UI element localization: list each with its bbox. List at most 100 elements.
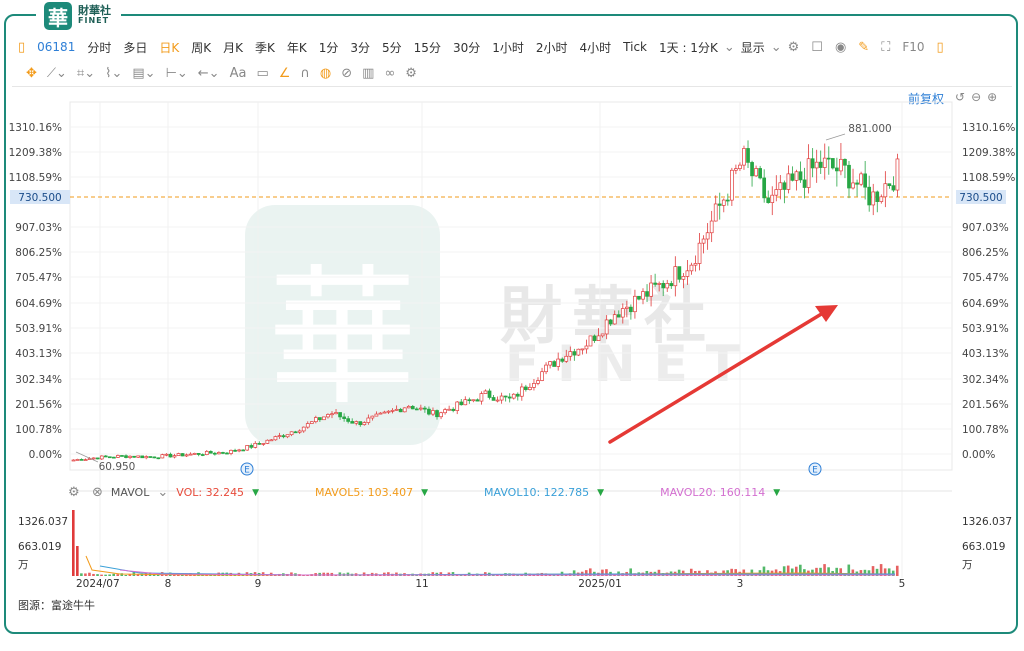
chevron-down-icon[interactable]: ⌄ [723, 39, 735, 55]
period-tab[interactable]: 3分 [350, 40, 371, 55]
candle-body [822, 157, 827, 168]
mavol20-value: MAVOL20: 160.114 [660, 486, 766, 499]
candle-body [774, 189, 779, 196]
gear-icon[interactable]: ⚙ [405, 65, 417, 81]
candle-body [152, 456, 157, 459]
f10-button[interactable]: F10 [902, 40, 925, 54]
period-tab[interactable]: 分时 [87, 40, 112, 55]
fullscreen-icon[interactable]: ⛶ [881, 39, 891, 55]
wave-icon[interactable]: ⌇⌄ [105, 65, 123, 81]
candle-body [289, 431, 294, 436]
hide-icon[interactable]: ⊘ [341, 65, 353, 81]
candle-body [754, 168, 758, 177]
price-tick-label-right: 100.78% [962, 424, 1009, 436]
panel-toggle-icon[interactable]: ▯ [936, 39, 944, 55]
candle-body [455, 401, 460, 411]
link-icon[interactable]: ∞ [384, 65, 396, 81]
candle-body [285, 434, 290, 438]
candle-body [184, 454, 189, 457]
gear-icon[interactable]: ⚙ [68, 485, 80, 500]
trend-line-icon[interactable]: ⟋⌄ [46, 65, 67, 81]
lock-icon[interactable]: ◍ [319, 65, 332, 81]
stock-code[interactable]: 06181 [37, 40, 76, 54]
period-tab[interactable]: 5分 [382, 40, 402, 55]
candle-body [225, 452, 229, 455]
indicator-name[interactable]: MAVOL [110, 486, 150, 499]
candle-body [592, 335, 597, 341]
candle-body [544, 364, 548, 373]
volume-bar [172, 574, 176, 576]
candle-body [645, 291, 649, 297]
candle-body [677, 266, 682, 280]
candle-body [443, 409, 447, 414]
pencil-icon[interactable]: ✎ [858, 39, 870, 55]
volume-bar [92, 573, 95, 576]
close-icon[interactable]: ⊗ [92, 485, 103, 500]
candle-body [600, 333, 605, 337]
chevron-down-icon[interactable]: ⌄ [770, 39, 782, 55]
magnet-icon[interactable]: ∩ [300, 65, 310, 81]
time-tick-label: 3 [737, 578, 744, 590]
gear-icon[interactable]: ⚙ [787, 39, 800, 55]
crosshair-move-icon[interactable]: ✥ [26, 65, 37, 81]
candle-body [612, 314, 617, 325]
zoom-in-icon[interactable]: ⊕ [987, 90, 998, 104]
angle-icon[interactable]: ∠ [278, 65, 291, 81]
candle-body [649, 282, 653, 297]
candle-body [806, 158, 811, 188]
price-tick-label-left: 503.91% [15, 323, 62, 335]
arrow-icon[interactable]: ←⌄ [197, 65, 220, 81]
period-tab[interactable]: 多日 [123, 40, 148, 55]
period-tab[interactable]: Tick [623, 40, 647, 54]
camera-icon[interactable]: ◉ [834, 39, 847, 55]
period-tab[interactable]: 年K [286, 40, 307, 55]
trash-icon[interactable]: ▥ [362, 65, 375, 81]
price-chart[interactable]: 1310.16% 1310.16% 1209.38% 1209.38% 1108.59%… [0, 100, 1024, 600]
candle-body [221, 452, 225, 454]
volume-bar [799, 564, 802, 576]
layout-square-icon[interactable]: ☐ [811, 39, 823, 55]
period-tab-active[interactable]: 日K [159, 40, 180, 55]
candle-body [318, 417, 322, 421]
volume-bar [742, 569, 746, 576]
period-tab[interactable]: 周K [191, 40, 212, 55]
period-tab[interactable]: 季K [255, 40, 275, 55]
text-icon[interactable]: Aa [229, 65, 247, 81]
candle-body [596, 335, 601, 341]
period-tab[interactable]: 月K [223, 40, 243, 55]
period-tab[interactable]: 1分 [318, 40, 339, 55]
period-tab[interactable]: 1小时 [492, 40, 524, 55]
candle-body [459, 401, 464, 406]
price-tick-label-left: 0.00% [29, 449, 62, 461]
combo-period-select[interactable]: 1天 : 1分K [659, 40, 718, 55]
fib-icon[interactable]: ▤⌄ [132, 65, 156, 81]
candle-body [624, 306, 629, 309]
reset-icon[interactable]: ↺ [955, 90, 966, 104]
volume-bar [782, 566, 786, 576]
period-tab[interactable]: 30分 [452, 40, 481, 55]
measure-icon[interactable]: ⊢⌄ [165, 65, 188, 81]
chevron-down-icon[interactable]: ⌄ [157, 485, 169, 500]
event-marker-icon [808, 462, 822, 476]
candle-body [402, 407, 407, 413]
candle-body [75, 459, 80, 461]
volume-bar [790, 568, 794, 576]
candle-body [83, 459, 88, 461]
period-tab[interactable]: 4小时 [579, 40, 612, 55]
candle-body [281, 435, 286, 438]
candle-body [309, 421, 314, 424]
channel-icon[interactable]: ⌗⌄ [76, 65, 96, 81]
comment-icon[interactable]: ▭ [256, 65, 269, 81]
volume-tick-label-left: 663.019 [18, 541, 61, 553]
zoom-out-icon[interactable]: ⊖ [971, 90, 982, 104]
candle-body [229, 449, 233, 454]
period-tab[interactable]: 2小时 [535, 40, 568, 55]
candle-body [608, 319, 613, 325]
display-menu[interactable]: 显示 [740, 40, 765, 55]
candle-body [354, 421, 359, 424]
sidebar-toggle-icon[interactable]: ▯ [18, 39, 26, 55]
period-tab[interactable]: 15分 [413, 40, 441, 55]
current-price-label-left: 730.500 [18, 192, 61, 204]
candle-body [297, 430, 302, 433]
candle-body [370, 415, 375, 419]
